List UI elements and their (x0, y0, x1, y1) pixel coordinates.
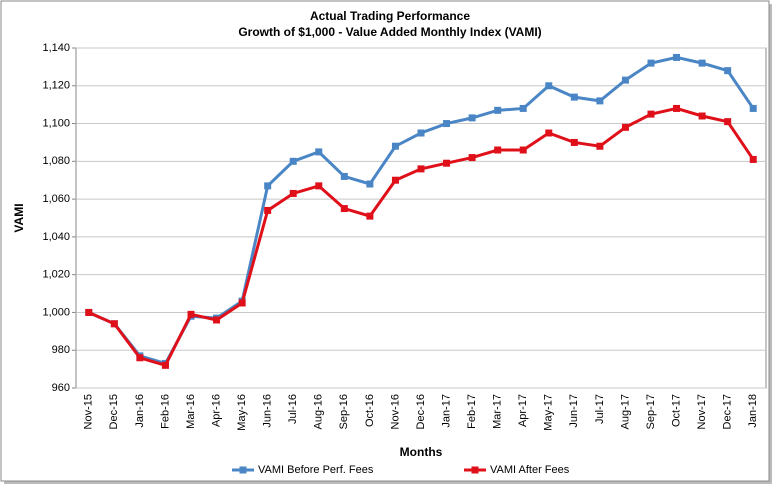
point-marker (443, 120, 451, 128)
x-tick-label: Jun-17 (568, 394, 580, 428)
point-marker (673, 104, 681, 112)
legend-label: VAMI After Fees (490, 464, 570, 476)
x-tick-label: Apr-16 (210, 394, 222, 427)
point-marker (519, 146, 527, 154)
x-tick-label: Jun-16 (262, 394, 274, 428)
point-marker (161, 361, 169, 369)
point-marker (417, 129, 425, 137)
x-tick-label: Feb-17 (466, 394, 478, 429)
x-tick-label: Aug-17 (619, 394, 631, 429)
y-tick-label: 1,040 (42, 231, 70, 243)
point-marker (596, 97, 604, 105)
chart-subtitle: Growth of $1,000 - Value Added Monthly I… (238, 25, 541, 39)
y-tick-label: 1,080 (42, 155, 70, 167)
x-tick-label: Aug-16 (313, 394, 325, 429)
point-marker (519, 104, 527, 112)
point-marker (443, 159, 451, 167)
x-tick-label: May-17 (543, 394, 555, 431)
x-tick-label: Dec-15 (108, 394, 120, 429)
x-tick-label: Mar-17 (492, 394, 504, 429)
point-marker (468, 114, 476, 122)
y-axis-title: VAMI (12, 203, 26, 232)
point-marker (621, 76, 629, 84)
point-marker (749, 155, 757, 163)
x-tick-label: Sep-17 (645, 394, 657, 429)
point-marker (698, 59, 706, 67)
x-tick-label: Nov-16 (389, 394, 401, 429)
point-marker (673, 53, 681, 61)
y-tick-label: 1,000 (42, 306, 70, 318)
y-tick-label: 1,020 (42, 269, 70, 281)
point-marker (647, 110, 655, 118)
x-tick-label: May-16 (236, 394, 248, 431)
x-tick-label: Jan-18 (747, 394, 759, 428)
point-marker (596, 142, 604, 150)
legend-label: VAMI Before Perf. Fees (258, 464, 374, 476)
chart-title: Actual Trading Performance (310, 9, 470, 23)
x-tick-label: Nov-15 (83, 394, 95, 429)
y-tick-label: 1,100 (42, 117, 70, 129)
x-tick-label: Oct-16 (364, 394, 376, 427)
point-marker (698, 112, 706, 120)
point-marker (289, 189, 297, 197)
point-marker (315, 148, 323, 156)
y-tick-label: 1,120 (42, 80, 70, 92)
point-marker (417, 165, 425, 173)
point-marker (545, 82, 553, 90)
legend-marker (239, 466, 247, 474)
point-marker (315, 182, 323, 190)
point-marker (289, 157, 297, 165)
point-marker (570, 93, 578, 101)
point-marker (340, 172, 348, 180)
point-marker (570, 138, 578, 146)
point-marker (85, 308, 93, 316)
point-marker (264, 206, 272, 214)
x-tick-label: Jan-17 (440, 394, 452, 428)
x-tick-label: Sep-16 (338, 394, 350, 429)
point-marker (545, 129, 553, 137)
point-marker (187, 310, 195, 318)
point-marker (264, 182, 272, 190)
legend-marker (471, 466, 479, 474)
point-marker (494, 146, 502, 154)
x-tick-label: Jul-17 (594, 394, 606, 424)
x-tick-label: Apr-17 (517, 394, 529, 427)
point-marker (340, 205, 348, 213)
y-tick-label: 1,060 (42, 193, 70, 205)
x-tick-label: Dec-16 (415, 394, 427, 429)
point-marker (724, 118, 732, 126)
x-tick-label: Jul-16 (287, 394, 299, 424)
point-marker (647, 59, 655, 67)
point-marker (366, 180, 374, 188)
x-tick-label: Mar-16 (185, 394, 197, 429)
x-tick-label: Jan-16 (134, 394, 146, 428)
x-tick-label: Nov-17 (696, 394, 708, 429)
point-marker (238, 299, 246, 307)
x-tick-label: Feb-16 (159, 394, 171, 429)
point-marker (494, 106, 502, 114)
point-marker (391, 142, 399, 150)
point-marker (213, 316, 221, 324)
x-tick-label: Dec-17 (722, 394, 734, 429)
point-marker (724, 67, 732, 75)
point-marker (468, 154, 476, 162)
x-tick-label: Oct-17 (670, 394, 682, 427)
point-marker (621, 123, 629, 131)
point-marker (366, 212, 374, 220)
point-marker (391, 176, 399, 184)
x-axis-title: Months (400, 445, 443, 459)
y-tick-label: 980 (52, 344, 70, 356)
y-tick-label: 1,140 (42, 42, 70, 54)
point-marker (749, 104, 757, 112)
point-marker (136, 354, 144, 362)
point-marker (110, 320, 118, 328)
y-tick-label: 960 (52, 382, 70, 394)
